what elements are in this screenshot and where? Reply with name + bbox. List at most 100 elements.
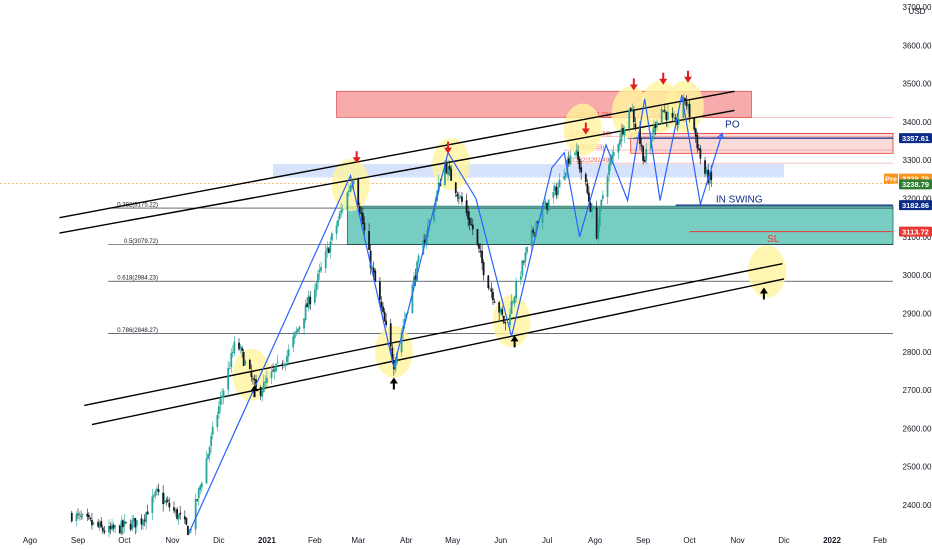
- candle-body: [510, 301, 513, 314]
- candle-body: [608, 164, 610, 176]
- candle-body: [173, 507, 175, 511]
- candle-body: [217, 406, 220, 415]
- candle-body: [157, 489, 160, 493]
- arrow-layer: [250, 70, 768, 398]
- candle-body: [450, 168, 453, 181]
- candle-body: [631, 110, 634, 112]
- up-arrow-head: [389, 377, 398, 384]
- candle-body: [369, 250, 372, 268]
- candle-body: [176, 509, 178, 519]
- candle-body: [77, 513, 79, 515]
- fib-label: 0.786(2848.27): [117, 328, 158, 334]
- candle-body: [704, 160, 706, 174]
- candle-body: [298, 326, 301, 330]
- candle-body: [306, 303, 309, 308]
- candle-body: [318, 269, 321, 273]
- candle-body: [296, 328, 299, 333]
- candle-body: [413, 276, 415, 286]
- fib-layer: 0.382(3175.22) 0.5(3079.72) 0.618(2984.23)…: [0, 113, 893, 334]
- candle-body: [262, 381, 265, 393]
- price-badge-text: 3182.86: [902, 201, 929, 210]
- candle-body: [694, 128, 697, 137]
- candle-body: [352, 180, 355, 185]
- y-tick-label: 2600.00: [903, 424, 932, 433]
- x-tick-label: Jun: [494, 536, 507, 545]
- x-tick-label: Feb: [308, 536, 322, 545]
- candle-body: [535, 221, 538, 234]
- candle-body: [632, 109, 635, 123]
- candle-body: [586, 183, 589, 194]
- candle-body: [227, 367, 230, 390]
- candle-body: [685, 101, 688, 106]
- candle-body: [346, 192, 349, 211]
- candle-body: [163, 499, 166, 503]
- y-tick-label: 3700.00: [903, 3, 932, 12]
- candle-body: [414, 275, 417, 281]
- x-tick-label: Oct: [118, 536, 131, 545]
- candle-body: [416, 261, 418, 282]
- candle-body: [697, 148, 700, 151]
- candle-body: [498, 302, 501, 313]
- candle-body: [575, 149, 578, 155]
- candle-body: [287, 349, 290, 357]
- candle-body: [598, 207, 601, 226]
- candle-body: [261, 391, 264, 397]
- candle-body: [519, 276, 522, 280]
- x-tick-label: Abr: [400, 536, 413, 545]
- candle-body: [156, 488, 158, 491]
- candle-body: [705, 169, 708, 174]
- candle-body: [467, 211, 470, 220]
- candle-body: [563, 176, 566, 180]
- down-arrow-head: [581, 128, 590, 135]
- candle-body: [259, 387, 262, 396]
- y-tick-label: 3500.00: [903, 80, 932, 89]
- candle-body: [532, 229, 535, 233]
- candle-body: [230, 353, 233, 368]
- candle-body: [284, 363, 287, 367]
- candle-body: [677, 118, 680, 125]
- candle-body: [380, 301, 383, 308]
- candle-body: [389, 323, 392, 347]
- candle-body: [97, 522, 100, 527]
- candle-body: [444, 163, 446, 185]
- y-tick-label: 2700.00: [903, 386, 932, 395]
- candle-body: [490, 288, 493, 292]
- candle-body: [89, 518, 92, 520]
- candle-body: [600, 199, 603, 208]
- candle-body: [146, 511, 149, 515]
- wave-path: [188, 94, 723, 533]
- candle-body: [295, 330, 298, 333]
- candle-body: [199, 485, 202, 490]
- fib-small-label: 0.382(3292.49): [570, 158, 611, 164]
- y-tick-label: 3600.00: [903, 41, 932, 50]
- candle-body: [132, 517, 135, 522]
- sl-label: SL: [767, 234, 780, 245]
- candle-body: [688, 103, 691, 118]
- candle-body: [522, 261, 525, 263]
- y-tick-label: 3200.00: [903, 195, 932, 204]
- candle-body: [211, 426, 214, 435]
- candle-body: [281, 363, 284, 366]
- candle-body: [515, 281, 518, 298]
- in-swing-label: IN SWING: [716, 194, 763, 205]
- candle-body: [478, 243, 480, 249]
- candle-body: [584, 174, 587, 183]
- candle-body: [315, 283, 318, 291]
- support-zone: [346, 205, 894, 245]
- candle-body: [118, 525, 121, 534]
- candle-body: [276, 361, 279, 363]
- candle-body: [324, 251, 327, 269]
- candle-body: [383, 311, 386, 322]
- candle-body: [428, 219, 431, 225]
- candle-body: [194, 498, 197, 530]
- price-badge-prefix: [884, 173, 898, 184]
- candle-body: [91, 519, 93, 526]
- candle-body: [162, 492, 165, 504]
- candle-body: [307, 295, 310, 309]
- candle-body: [465, 200, 468, 214]
- x-tick-label: Nov: [165, 536, 179, 545]
- candle-body: [693, 118, 696, 130]
- candle-body: [177, 514, 180, 519]
- candle-body: [165, 501, 168, 503]
